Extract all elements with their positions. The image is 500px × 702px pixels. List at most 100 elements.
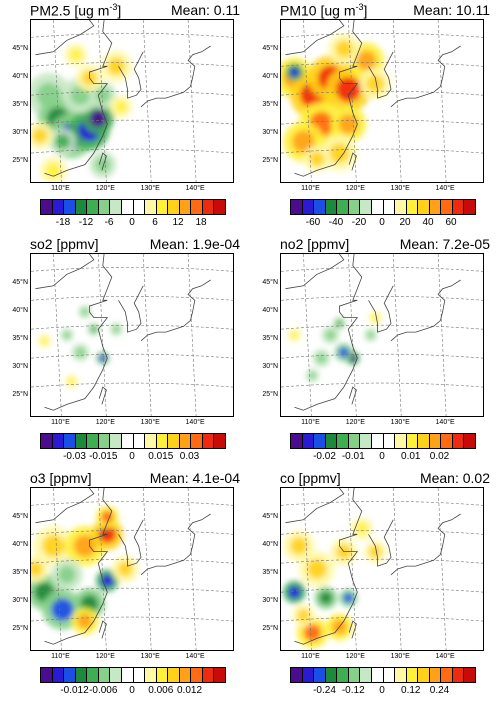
meridian-line	[187, 254, 197, 416]
colorbar-tick-label: 0	[379, 685, 385, 696]
lon-label: 120°E	[95, 653, 115, 660]
colorbar-cell	[133, 434, 146, 448]
field-blob-core	[63, 331, 71, 339]
lat-label: 35°N	[12, 335, 28, 342]
colorbar-cell	[110, 668, 122, 682]
coastline	[368, 285, 394, 333]
colorbar-cell	[87, 200, 99, 214]
field-layer	[37, 305, 124, 389]
field-blob-core	[117, 561, 133, 577]
colorbar-cell	[156, 434, 169, 448]
colorbar-cell	[121, 200, 134, 214]
lon-label: 140°E	[185, 419, 205, 426]
parallel-line	[281, 353, 483, 359]
lat-label: 40°N	[12, 73, 28, 80]
coastline	[35, 254, 95, 290]
parallel-line	[281, 558, 483, 564]
field-blob-core	[308, 371, 317, 380]
colorbar-tick-label: -20	[351, 217, 367, 228]
colorbar-cell	[325, 200, 338, 214]
lon-label: 130°E	[140, 653, 160, 660]
colorbar-cell	[64, 200, 76, 214]
colorbar-tick-label: -0.015	[89, 451, 118, 462]
lat-label: 35°N	[12, 569, 28, 576]
colorbar-tick-label: 12	[172, 217, 184, 228]
map	[280, 253, 484, 417]
colorbar-cell	[110, 200, 122, 214]
coastline	[294, 20, 363, 177]
colorbar-cell	[75, 668, 88, 682]
meridian-line	[53, 20, 62, 182]
panel-title-exponent: -3	[355, 2, 364, 12]
field-blob-core	[290, 331, 299, 339]
field-blob-core	[371, 313, 379, 322]
colorbar-cell	[429, 200, 442, 214]
colorbar-cell	[371, 200, 384, 214]
coastline	[140, 513, 211, 576]
field-blob-core	[366, 75, 384, 93]
parallel-line	[31, 296, 233, 301]
colorbar-cell	[191, 200, 203, 214]
meridian-line	[303, 20, 312, 182]
field-blob-core	[51, 598, 74, 621]
field-blob-core	[297, 609, 310, 622]
panel-title-text: o3 [ppmv]	[30, 470, 92, 486]
panel-mean: Mean: 4.1e-04	[149, 470, 240, 486]
field-blob-core	[42, 534, 65, 557]
coastline	[348, 620, 357, 639]
lat-label: 45°N	[12, 513, 28, 520]
colorbar-cell	[441, 434, 453, 448]
panel-title: no2 [ppmv]	[280, 236, 349, 252]
colorbar-cell	[41, 668, 53, 682]
map-svg	[31, 254, 233, 416]
colorbar	[40, 199, 226, 215]
lon-label: 110°E	[301, 185, 320, 192]
parallel-line	[281, 296, 483, 301]
coastline	[118, 519, 144, 567]
colorbar-cell	[291, 434, 303, 448]
lat-label: 25°N	[12, 157, 28, 164]
colorbar-cell	[406, 668, 419, 682]
panel-0: PM2.5 [ug m-3] Mean: 0.11 45°N 40°N 35°N 30°N…	[0, 0, 240, 234]
colorbar-cell	[41, 434, 53, 448]
colorbar-cell	[75, 434, 88, 448]
map-svg	[31, 20, 233, 182]
panel-title-end: ]	[363, 2, 368, 19]
parallel-line	[31, 148, 233, 154]
parallel-line	[31, 324, 233, 330]
colorbar-tick-label: -0.01	[341, 451, 365, 462]
colorbar-tick-label: 0	[129, 217, 135, 228]
coastline	[98, 386, 107, 405]
field-blob-core	[288, 585, 301, 599]
lon-label: 140°E	[435, 185, 455, 192]
colorbar-cell	[383, 668, 396, 682]
colorbar-cell	[145, 200, 157, 214]
colorbar-cell	[360, 200, 372, 214]
meridian-line	[53, 488, 62, 650]
colorbar-cell	[121, 668, 134, 682]
colorbar	[290, 433, 476, 449]
lat-label: 30°N	[12, 363, 28, 370]
coastline	[368, 51, 394, 99]
colorbar-cell	[337, 434, 349, 448]
lon-label: 130°E	[390, 185, 410, 192]
colorbar-cell	[64, 434, 76, 448]
colorbar-cell	[133, 200, 146, 214]
parallel-line	[31, 501, 233, 506]
meridian-line	[303, 488, 312, 650]
lon-label: 120°E	[345, 419, 365, 426]
field-blob-core	[307, 559, 327, 579]
colorbar-tick-label: -40	[328, 217, 344, 228]
colorbar-cell	[202, 200, 215, 214]
colorbar-cell	[429, 434, 442, 448]
panel-1: PM10 [ug m-3] Mean: 10.11 45°N 40°N 35°N 30°N…	[250, 0, 490, 234]
colorbar-cell	[202, 668, 215, 682]
panel-title-text: co [ppmv]	[280, 470, 341, 486]
panel-title-exponent: -3	[109, 2, 118, 12]
parallel-line	[281, 382, 483, 388]
colorbar	[290, 667, 476, 683]
field-blob-core	[95, 87, 111, 103]
field-blob-core	[114, 100, 127, 113]
colorbar-tick-label: 0.12	[401, 685, 421, 696]
meridian-line	[437, 20, 447, 182]
